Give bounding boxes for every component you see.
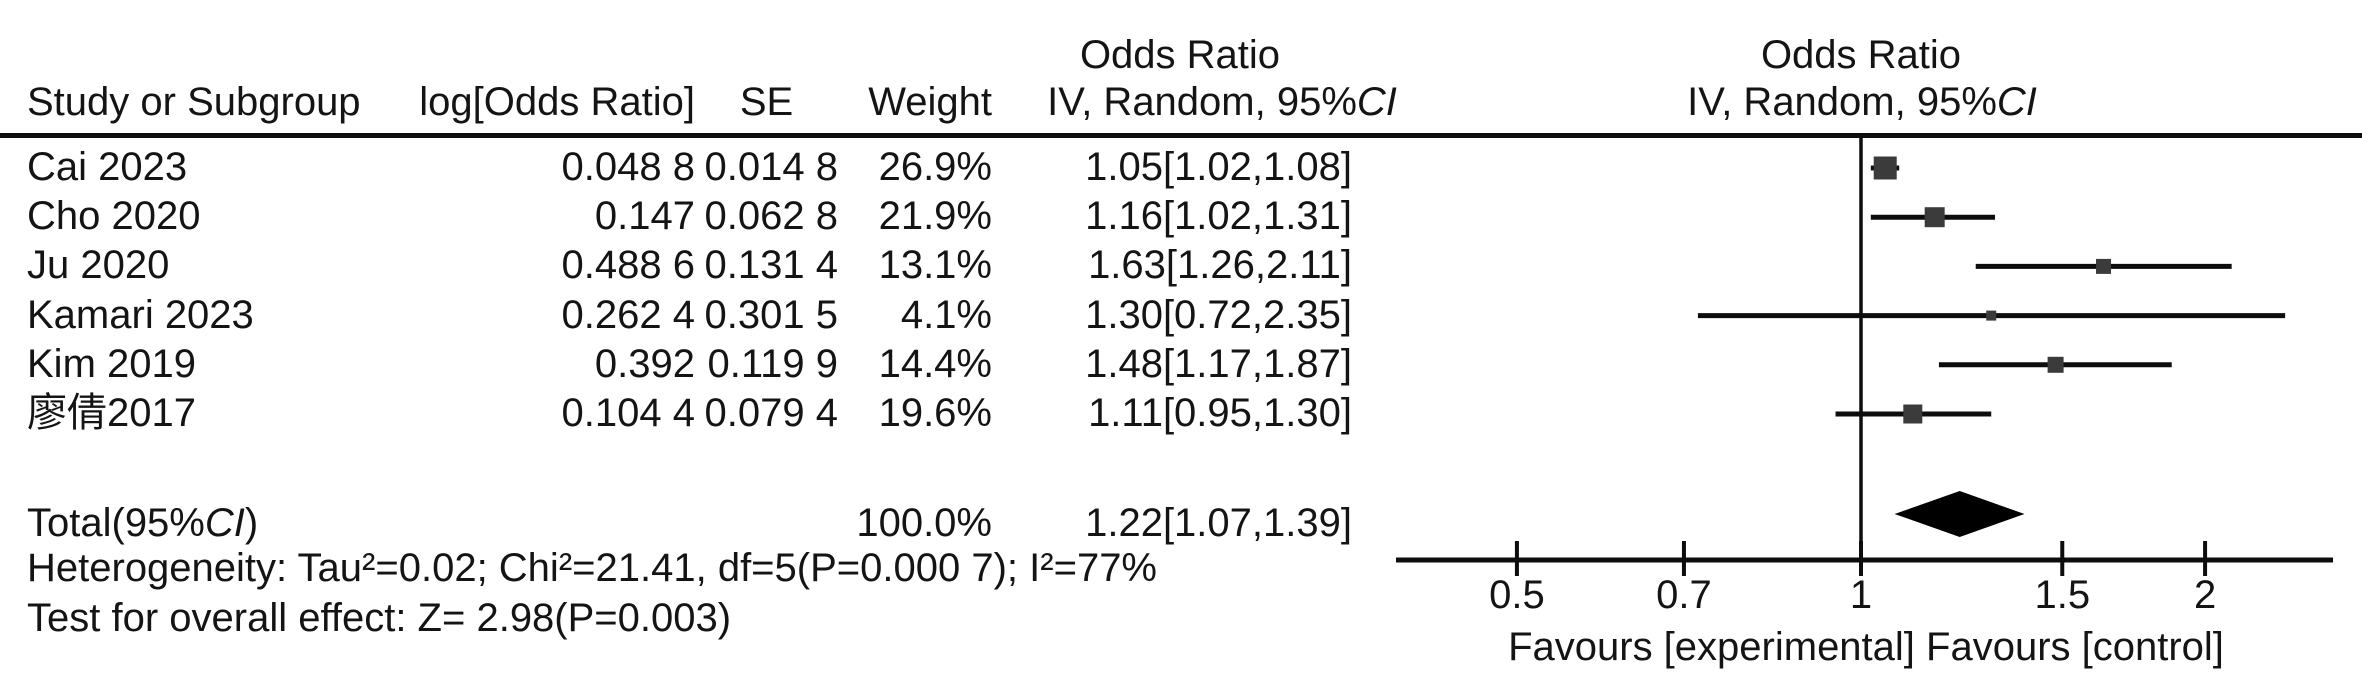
cell-se: 0.079 4: [704, 390, 838, 435]
study-ci-markers: [1697, 156, 2286, 424]
column-header-study: Study or Subgroup: [27, 80, 361, 124]
point-estimate-square: [1903, 404, 1923, 424]
cell-study: Kamari 2023: [27, 292, 254, 337]
ci-marker-row: [1870, 207, 1996, 228]
axis-tick-label: 1: [1850, 573, 1872, 617]
cell-study: Kim 2019: [27, 341, 196, 386]
ci-abbrev: CI: [204, 501, 245, 545]
cell-weight: 13.1%: [878, 243, 992, 288]
cell-se: 0.119 9: [707, 341, 839, 386]
total-label: Total(95%CI): [27, 498, 258, 548]
ci-abbrev: CI: [1996, 80, 2037, 124]
cell-log-or: 0.147: [594, 194, 695, 239]
overall-effect-test: Test for overall effect: Z= 2.98(P=0.003…: [27, 596, 732, 640]
axis-tick-label: 1.5: [2034, 573, 2090, 617]
cell-study: Cho 2020: [27, 194, 201, 239]
cell-study: 廖倩2017: [27, 390, 196, 435]
ci-marker-row: [1938, 356, 2172, 373]
cell-log-or: 0.488 6: [561, 243, 695, 288]
ci-marker-row: [1975, 258, 2232, 274]
cell-ci: 1.05[1.02,1.08]: [1085, 145, 1352, 189]
ci-abbrev: CI: [1356, 80, 1397, 124]
cell-se: 0.301 5: [704, 292, 838, 337]
cell-weight: 14.4%: [878, 341, 992, 386]
cell-ci: 1.11[0.95,1.30]: [1088, 390, 1352, 435]
column-header-log-odds-ratio: log[Odds Ratio]: [419, 80, 695, 124]
axis-tick-label: 0.5: [1489, 573, 1545, 617]
plot-column-effect-header: Odds Ratio: [1760, 33, 1962, 77]
cell-log-or: 0.048 8: [561, 145, 695, 189]
plot-column-model-header: IV, Random, 95%CI: [1662, 77, 2062, 127]
text-column-effect-header: Odds Ratio: [1079, 33, 1281, 77]
total-label-close: ): [244, 501, 259, 545]
cell-study: Ju 2020: [27, 243, 170, 288]
axis-favours-label: Favours [experimental] Favours [control]: [1508, 625, 2224, 669]
ci-marker-row: [1870, 156, 1900, 180]
axis-tick-label: 2: [2194, 573, 2216, 617]
cell-ci: 1.48[1.17,1.87]: [1085, 341, 1352, 386]
point-estimate-square: [1924, 207, 1945, 228]
cell-weight: 26.9%: [878, 145, 992, 189]
cell-study: Cai 2023: [27, 145, 188, 189]
point-estimate-square: [1873, 156, 1897, 180]
cell-ci: 1.30[0.72,2.35]: [1085, 292, 1352, 337]
cell-ci: 1.16[1.02,1.31]: [1085, 194, 1352, 239]
cell-se: 0.062 8: [704, 194, 838, 239]
text-column-model-header: IV, Random, 95%CI: [1022, 77, 1422, 127]
total-diamond: [1894, 491, 2025, 537]
cell-log-or: 0.104 4: [561, 390, 695, 435]
point-estimate-square: [1986, 310, 1997, 321]
ci-marker-row: [1835, 404, 1992, 424]
point-estimate-square: [2047, 356, 2064, 373]
model-label: IV, Random, 95%: [1047, 80, 1357, 124]
x-axis-ticks: 0.5 0.7 1 1.5 2: [1489, 541, 2216, 617]
total-weight: 100.0%: [856, 501, 992, 545]
cell-se: 0.131 4: [704, 243, 838, 288]
ci-marker-row: [1697, 310, 2286, 321]
column-header-weight: Weight: [868, 80, 992, 124]
cell-weight: 19.6%: [878, 390, 992, 435]
heterogeneity-stats: Heterogeneity: Tau²=0.02; Chi²=21.41, df…: [27, 546, 1157, 590]
cell-se: 0.014 8: [704, 145, 838, 189]
model-label: IV, Random, 95%: [1687, 80, 1997, 124]
axis-tick-label: 0.7: [1656, 573, 1712, 617]
study-table: Cai 2023 0.048 8 0.014 8 26.9% 1.05[1.02…: [27, 143, 1352, 438]
cell-log-or: 0.392: [594, 341, 695, 386]
cell-weight: 4.1%: [900, 292, 992, 337]
total-ci: 1.22[1.07,1.39]: [1085, 501, 1352, 545]
total-label-text: Total(95%: [27, 501, 205, 545]
point-estimate-square: [2096, 258, 2112, 274]
cell-log-or: 0.262 4: [561, 292, 695, 337]
cell-weight: 21.9%: [878, 194, 992, 239]
column-header-se: SE: [739, 80, 794, 124]
cell-ci: 1.63[1.26,2.11]: [1088, 243, 1352, 288]
pooled-estimate-diamond: [1894, 491, 2025, 537]
